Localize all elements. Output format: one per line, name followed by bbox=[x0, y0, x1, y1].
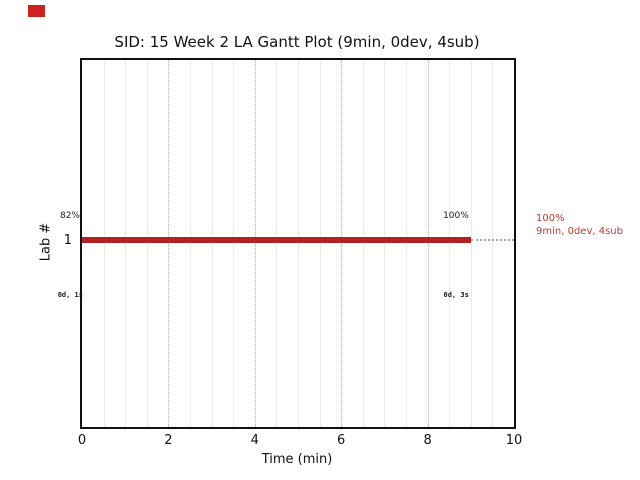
y-tick-label-1: 1 bbox=[63, 233, 72, 248]
bar-annotation: 100% 9min, 0dev, 4sub bbox=[536, 212, 623, 238]
minor-gridline bbox=[319, 60, 321, 427]
minor-gridline bbox=[276, 60, 278, 427]
x-tick-label: 2 bbox=[164, 433, 173, 448]
minor-gridline bbox=[211, 60, 213, 427]
minor-gridline bbox=[233, 60, 235, 427]
bar-end-sublabel: 0d, 3s bbox=[443, 291, 469, 299]
major-gridline bbox=[254, 60, 256, 427]
minor-gridline bbox=[103, 60, 105, 427]
minor-gridline bbox=[449, 60, 451, 427]
bar-start-percent: 82% bbox=[59, 211, 80, 221]
minor-gridline bbox=[492, 60, 494, 427]
bar-connector-dotted bbox=[470, 239, 514, 241]
bar-start-sublabel: 0d, 1s bbox=[57, 291, 83, 299]
plot-area: 82% 100% 0d, 1s 0d, 3s bbox=[58, 58, 516, 429]
minor-gridline bbox=[470, 60, 472, 427]
x-tick-label: 10 bbox=[505, 433, 523, 448]
x-tick-label: 0 bbox=[77, 433, 87, 448]
minor-gridline bbox=[190, 60, 191, 427]
gantt-bar bbox=[82, 237, 471, 243]
minor-gridline bbox=[146, 60, 148, 427]
minor-gridline bbox=[362, 60, 364, 427]
minor-gridline bbox=[298, 60, 299, 427]
annotation-percent: 100% bbox=[536, 213, 565, 224]
x-tick-label: 8 bbox=[423, 433, 432, 448]
annotation-detail: 9min, 0dev, 4sub bbox=[536, 226, 623, 237]
minor-gridline bbox=[125, 60, 127, 427]
bar-end-percent: 100% bbox=[443, 211, 469, 221]
major-gridline bbox=[427, 60, 429, 427]
red-marker bbox=[28, 5, 45, 17]
minor-gridline bbox=[384, 60, 386, 427]
x-tick-label: 4 bbox=[250, 433, 259, 448]
x-axis-label: Time (min) bbox=[261, 452, 333, 467]
x-tick-labels: 0 2 4 6 8 10 bbox=[0, 433, 640, 449]
major-gridline bbox=[168, 60, 170, 427]
chart-title: SID: 15 Week 2 LA Gantt Plot (9min, 0dev… bbox=[114, 33, 480, 51]
major-gridline bbox=[341, 60, 343, 427]
minor-gridline bbox=[406, 60, 407, 427]
x-tick-label: 6 bbox=[337, 433, 346, 448]
